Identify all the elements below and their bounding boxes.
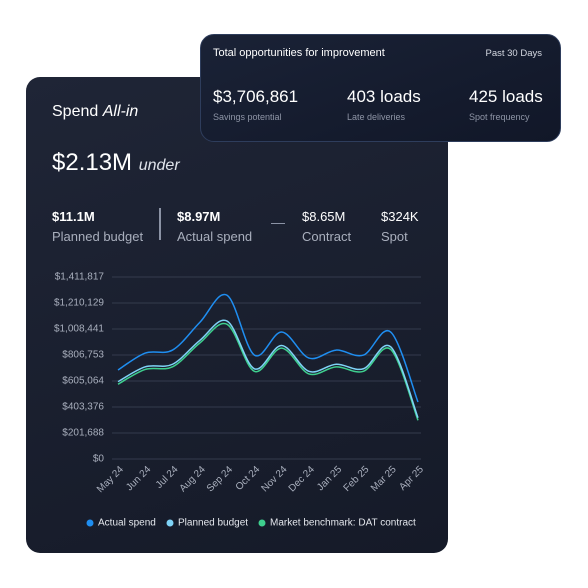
divider (159, 208, 161, 240)
y-tick-label: $1,411,817 (55, 272, 105, 283)
metric-label: Savings potential (213, 112, 282, 122)
y-tick-label: $605,064 (62, 376, 104, 387)
dash (271, 223, 285, 224)
x-tick-label: Aug 24 (178, 464, 208, 494)
opp-period: Past 30 Days (485, 48, 543, 59)
opp-title: Total opportunities for improvement (213, 47, 385, 59)
x-tick-label: Jan 25 (315, 464, 344, 493)
legend-dot (86, 519, 94, 527)
series-line (117, 322, 419, 421)
spend-title: Spend All-in (52, 103, 138, 121)
y-tick-label: $201,688 (62, 428, 104, 439)
legend-label: Actual spend (98, 518, 156, 529)
x-tick-label: Dec 24 (287, 464, 317, 494)
y-tick-label: $1,210,129 (54, 298, 104, 309)
opportunities-card: Total opportunities for improvement Past… (200, 34, 561, 142)
stat-label: Actual spend (177, 229, 253, 244)
y-tick-label: $806,753 (62, 350, 104, 361)
legend-label: Planned budget (178, 518, 248, 529)
metric-value: 425 loads (469, 87, 543, 106)
x-tick-label: Sep 24 (205, 464, 235, 494)
x-tick-label: Feb 25 (342, 464, 372, 494)
stat-label: Contract (302, 229, 352, 244)
metric-label: Late deliveries (347, 112, 406, 122)
metric-value: $3,706,861 (213, 87, 299, 106)
series-line (117, 319, 419, 419)
title-em: All-in (102, 103, 139, 120)
spend-card: Spend All-in $2.13M under $11.1M Planned … (26, 77, 448, 553)
legend-dot (166, 519, 174, 527)
x-tick-label: Jun 24 (124, 464, 153, 493)
y-tick-label: $0 (93, 454, 105, 465)
stat-value: $324K (381, 209, 419, 224)
x-tick-label: Apr 25 (397, 464, 426, 493)
y-tick-label: $1,008,441 (54, 324, 104, 335)
metric-value: 403 loads (347, 87, 421, 106)
legend-dot (258, 519, 266, 527)
stat-value: $11.1M (52, 209, 95, 224)
y-tick-label: $403,376 (62, 402, 104, 413)
amount: $2.13M (52, 149, 133, 176)
stat-label: Planned budget (52, 229, 144, 244)
title: Spend (52, 103, 99, 120)
x-tick-label: Mar 25 (369, 464, 399, 494)
series-line (117, 293, 419, 403)
x-tick-label: Nov 24 (259, 464, 289, 494)
stat-value: $8.65M (302, 209, 346, 224)
stat-value: $8.97M (177, 209, 221, 224)
legend-label: Market benchmark: DAT contract (270, 518, 416, 529)
amount-em: under (138, 157, 180, 174)
x-tick-label: May 24 (95, 464, 126, 495)
metric-label: Spot frequency (469, 112, 530, 122)
x-tick-label: Oct 24 (234, 464, 263, 493)
stat-label: Spot (381, 229, 408, 244)
spend-amount: $2.13M under (52, 149, 180, 177)
